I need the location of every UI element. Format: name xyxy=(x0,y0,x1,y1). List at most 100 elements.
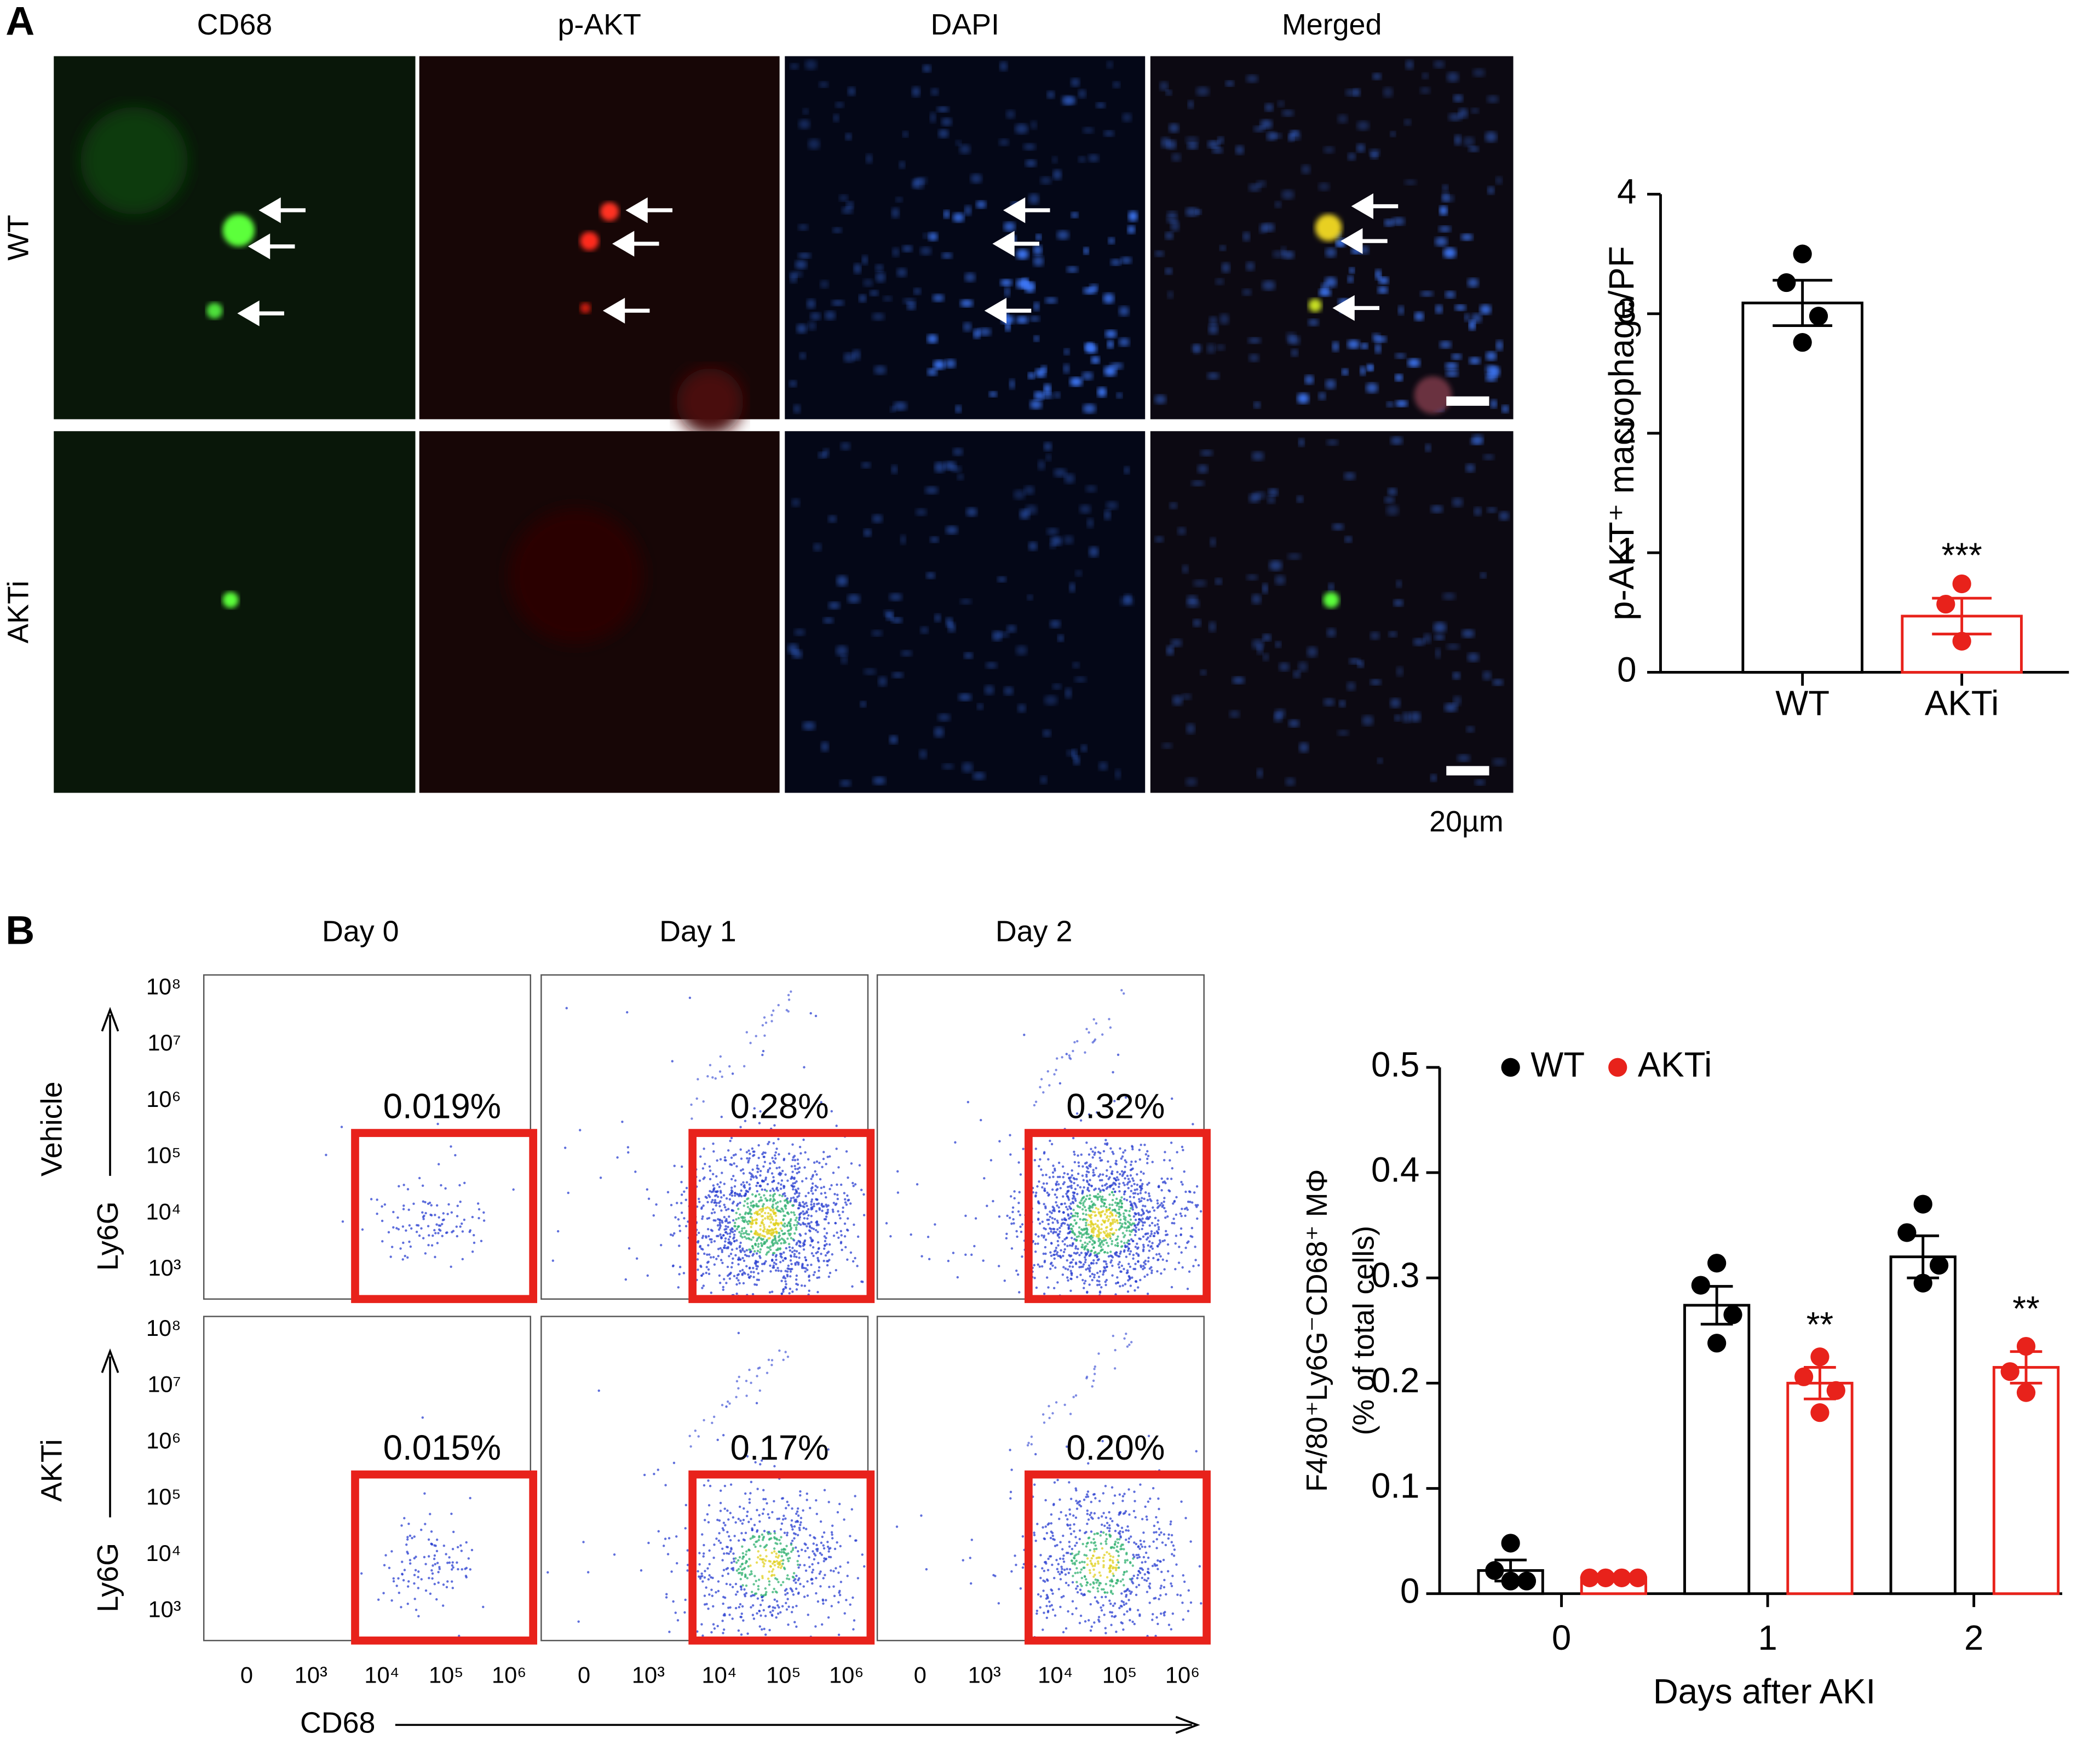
event xyxy=(767,1143,769,1145)
event xyxy=(806,1493,808,1495)
event xyxy=(742,1619,744,1621)
event xyxy=(786,1212,789,1214)
event xyxy=(407,1603,409,1605)
nucleus xyxy=(891,465,897,474)
event xyxy=(747,1191,749,1193)
event xyxy=(785,1207,787,1209)
event xyxy=(1106,1551,1108,1553)
event xyxy=(825,1196,827,1198)
event xyxy=(1115,1219,1118,1221)
event xyxy=(837,1210,839,1212)
event xyxy=(967,1101,969,1103)
event xyxy=(1172,1612,1174,1615)
nucleus xyxy=(1273,250,1285,258)
event xyxy=(799,1490,801,1493)
event xyxy=(1005,1237,1008,1239)
event xyxy=(1158,1534,1160,1536)
event xyxy=(741,1216,744,1218)
event xyxy=(1159,1239,1161,1241)
nucleus xyxy=(1406,60,1414,70)
event xyxy=(747,1150,750,1152)
event xyxy=(813,1161,815,1163)
nucleus xyxy=(1207,372,1219,380)
event xyxy=(758,1514,760,1516)
nucleus xyxy=(1339,701,1346,707)
event xyxy=(451,1580,453,1582)
event xyxy=(443,1545,445,1547)
nucleus xyxy=(1407,359,1420,368)
event xyxy=(424,1563,427,1565)
event xyxy=(1178,1261,1180,1264)
event xyxy=(1061,1568,1063,1570)
event xyxy=(810,1264,812,1266)
event xyxy=(802,1244,804,1247)
event xyxy=(1134,1212,1136,1214)
nucleus xyxy=(930,537,939,543)
event xyxy=(776,1189,779,1191)
event xyxy=(429,1593,431,1595)
event xyxy=(752,1267,754,1269)
event xyxy=(1130,1204,1132,1206)
event xyxy=(1101,1159,1103,1161)
event xyxy=(1126,1589,1128,1591)
event xyxy=(768,1359,770,1361)
event xyxy=(750,1173,752,1175)
event xyxy=(1147,1557,1149,1559)
event xyxy=(738,1629,740,1632)
event xyxy=(1131,1577,1134,1580)
event xyxy=(1127,1187,1130,1189)
event xyxy=(765,1176,767,1179)
event xyxy=(1075,1581,1078,1583)
event xyxy=(685,1225,687,1227)
nucleus xyxy=(1434,622,1447,633)
event xyxy=(701,1580,704,1582)
event xyxy=(753,1524,756,1526)
event xyxy=(827,1616,830,1618)
event xyxy=(739,1572,741,1574)
event xyxy=(1090,1201,1092,1203)
event xyxy=(452,1230,454,1232)
event xyxy=(1104,1284,1107,1286)
nucleus xyxy=(1342,369,1348,375)
event xyxy=(709,1064,711,1066)
event xyxy=(1125,1333,1127,1335)
event xyxy=(1070,1532,1072,1535)
event xyxy=(706,1201,709,1203)
nucleus xyxy=(1172,695,1183,705)
event xyxy=(1053,1231,1055,1233)
event xyxy=(737,1559,739,1562)
event xyxy=(776,1600,778,1602)
event xyxy=(626,1011,628,1013)
stain xyxy=(1308,299,1321,312)
event xyxy=(1121,1155,1124,1157)
event xyxy=(1163,1207,1165,1209)
event xyxy=(962,1559,964,1562)
event xyxy=(784,1257,786,1259)
event xyxy=(1088,1207,1090,1209)
nucleus xyxy=(853,349,861,360)
nucleus xyxy=(953,213,964,222)
event xyxy=(1072,1214,1074,1216)
event xyxy=(752,1271,755,1273)
event xyxy=(744,1575,746,1577)
event xyxy=(1117,1551,1119,1553)
event xyxy=(384,1203,386,1206)
event xyxy=(1068,1572,1070,1574)
event xyxy=(785,1283,787,1285)
nucleus xyxy=(799,353,806,359)
event xyxy=(430,1530,433,1532)
event xyxy=(1104,1485,1107,1487)
event xyxy=(677,1286,680,1288)
event xyxy=(1031,1436,1033,1438)
nucleus xyxy=(836,646,848,656)
event xyxy=(1103,1266,1105,1268)
event xyxy=(1193,1191,1195,1193)
event xyxy=(733,1236,735,1238)
channel-label: DAPI xyxy=(930,8,999,41)
nucleus xyxy=(1282,110,1294,117)
event xyxy=(1163,1586,1165,1588)
event xyxy=(1109,1237,1112,1239)
event xyxy=(840,1184,842,1186)
event xyxy=(1102,1492,1104,1494)
nucleus xyxy=(1171,221,1180,231)
